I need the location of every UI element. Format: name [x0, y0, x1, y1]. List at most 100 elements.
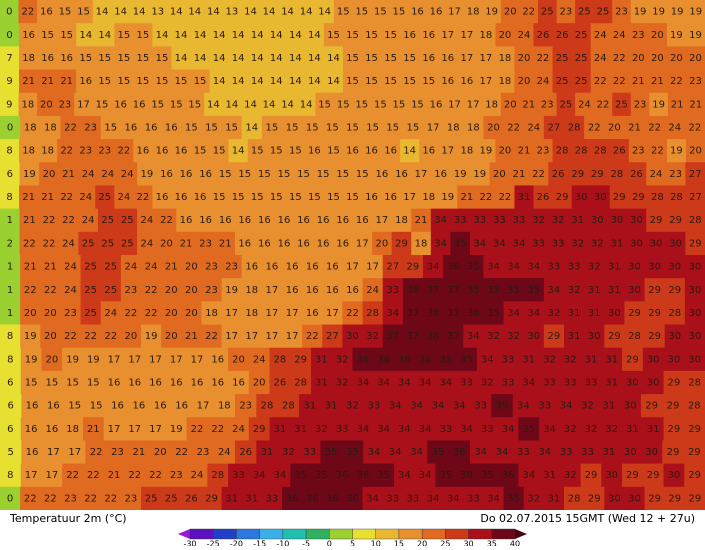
temp-cell	[82, 463, 105, 488]
temp-cell	[609, 69, 630, 94]
temp-value: 21	[671, 99, 684, 110]
temp-value: 23	[125, 285, 138, 296]
temp-value: 33	[502, 378, 515, 389]
temp-value: 17	[448, 99, 461, 110]
temp-value: 30	[594, 192, 607, 203]
temp-value: 14	[226, 99, 239, 110]
temp-cell	[443, 324, 464, 349]
temp-value: 32	[507, 331, 520, 342]
temp-value: 34	[410, 401, 423, 412]
temp-value: 18	[499, 76, 512, 87]
temp-cell	[106, 440, 129, 465]
temp-value: 32	[581, 401, 594, 412]
temp-cell	[192, 394, 215, 418]
temp-cell	[642, 370, 665, 395]
temp-value: 33	[454, 215, 467, 226]
temp-value: 17	[346, 262, 359, 273]
temp-cell	[528, 208, 549, 233]
temp-value: 23	[615, 7, 628, 18]
temp-cell	[201, 278, 223, 302]
temp-value: 31	[626, 424, 639, 435]
temp-value: 34	[493, 238, 506, 249]
temp-cell	[228, 347, 250, 372]
temp-value: 34	[538, 447, 551, 458]
temp-value: 22	[537, 53, 550, 64]
temp-value: 16	[154, 401, 167, 412]
temp-cell	[171, 23, 192, 47]
temp-cell	[685, 208, 705, 233]
temp-value: 31	[274, 424, 287, 435]
temp-cell	[58, 162, 79, 186]
temp-value: 25	[556, 53, 569, 64]
temp-cell	[57, 23, 77, 47]
temp-value: 30	[628, 285, 641, 296]
temp-value: 22	[522, 7, 535, 18]
temp-cell	[463, 0, 483, 24]
temp-value: 21	[24, 262, 37, 273]
temp-cell	[664, 278, 686, 302]
temp-value: 17	[45, 470, 58, 481]
temp-value: 30	[689, 308, 702, 319]
temp-cell	[543, 115, 565, 140]
temp-value: 23	[199, 238, 212, 249]
temp-cell	[322, 115, 343, 140]
temp-value: 24	[64, 285, 77, 296]
temp-value: 14	[270, 30, 283, 41]
temp-cell	[277, 394, 300, 418]
temp-cell	[41, 370, 63, 395]
temp-value: 15	[355, 7, 368, 18]
temp-cell	[274, 162, 295, 186]
temp-value: 17	[415, 169, 428, 180]
temp-cell	[514, 23, 535, 47]
temp-value: 24	[218, 447, 231, 458]
temp-cell	[571, 23, 592, 47]
temp-value: 14	[263, 7, 276, 18]
temp-value: 31	[602, 447, 615, 458]
temp-cell	[41, 347, 63, 372]
temp-cell	[165, 463, 188, 488]
temp-value: 14	[245, 123, 258, 134]
temp-cell	[0, 185, 20, 210]
temp-cell	[320, 440, 343, 465]
temp-value: 36	[306, 493, 319, 504]
temp-value: 24	[537, 76, 550, 87]
temp-value: 16	[133, 99, 146, 110]
temp-cell	[145, 370, 167, 395]
temp-cell	[512, 440, 535, 465]
temp-cell	[97, 208, 118, 233]
temp-value: 30	[688, 354, 701, 365]
scale-tick-label: 20	[417, 540, 427, 547]
temp-cell	[552, 185, 573, 210]
temp-value: 16	[175, 146, 188, 157]
temp-value: 16	[336, 238, 349, 249]
temp-cell	[382, 486, 404, 511]
temp-cell	[299, 394, 321, 418]
temp-cell	[624, 278, 646, 302]
temp-cell	[302, 486, 323, 511]
temp-value: 24	[594, 53, 607, 64]
temp-cell	[443, 486, 464, 511]
temp-value: 15	[327, 30, 340, 41]
temp-cell	[612, 0, 632, 24]
temp-cell	[215, 208, 236, 233]
temp-cell	[457, 139, 477, 163]
temp-cell	[285, 23, 306, 47]
temp-value: 26	[630, 169, 643, 180]
temp-cell	[141, 324, 162, 349]
temp-cell	[313, 208, 334, 233]
temp-cell	[450, 162, 471, 186]
temp-value: 15	[98, 53, 111, 64]
temp-cell	[684, 463, 705, 488]
temp-value: 34	[487, 262, 500, 273]
temp-cell	[76, 69, 96, 94]
temp-cell	[593, 0, 613, 24]
temp-value: 13	[226, 7, 239, 18]
temp-cell	[266, 69, 287, 94]
temp-value: 31	[605, 378, 618, 389]
temp-cell	[248, 370, 271, 395]
temp-cell	[120, 278, 142, 302]
temp-cell	[457, 46, 477, 71]
temp-value: 25	[615, 99, 628, 110]
temp-cell	[323, 69, 344, 94]
temp-value: 24	[117, 192, 130, 203]
